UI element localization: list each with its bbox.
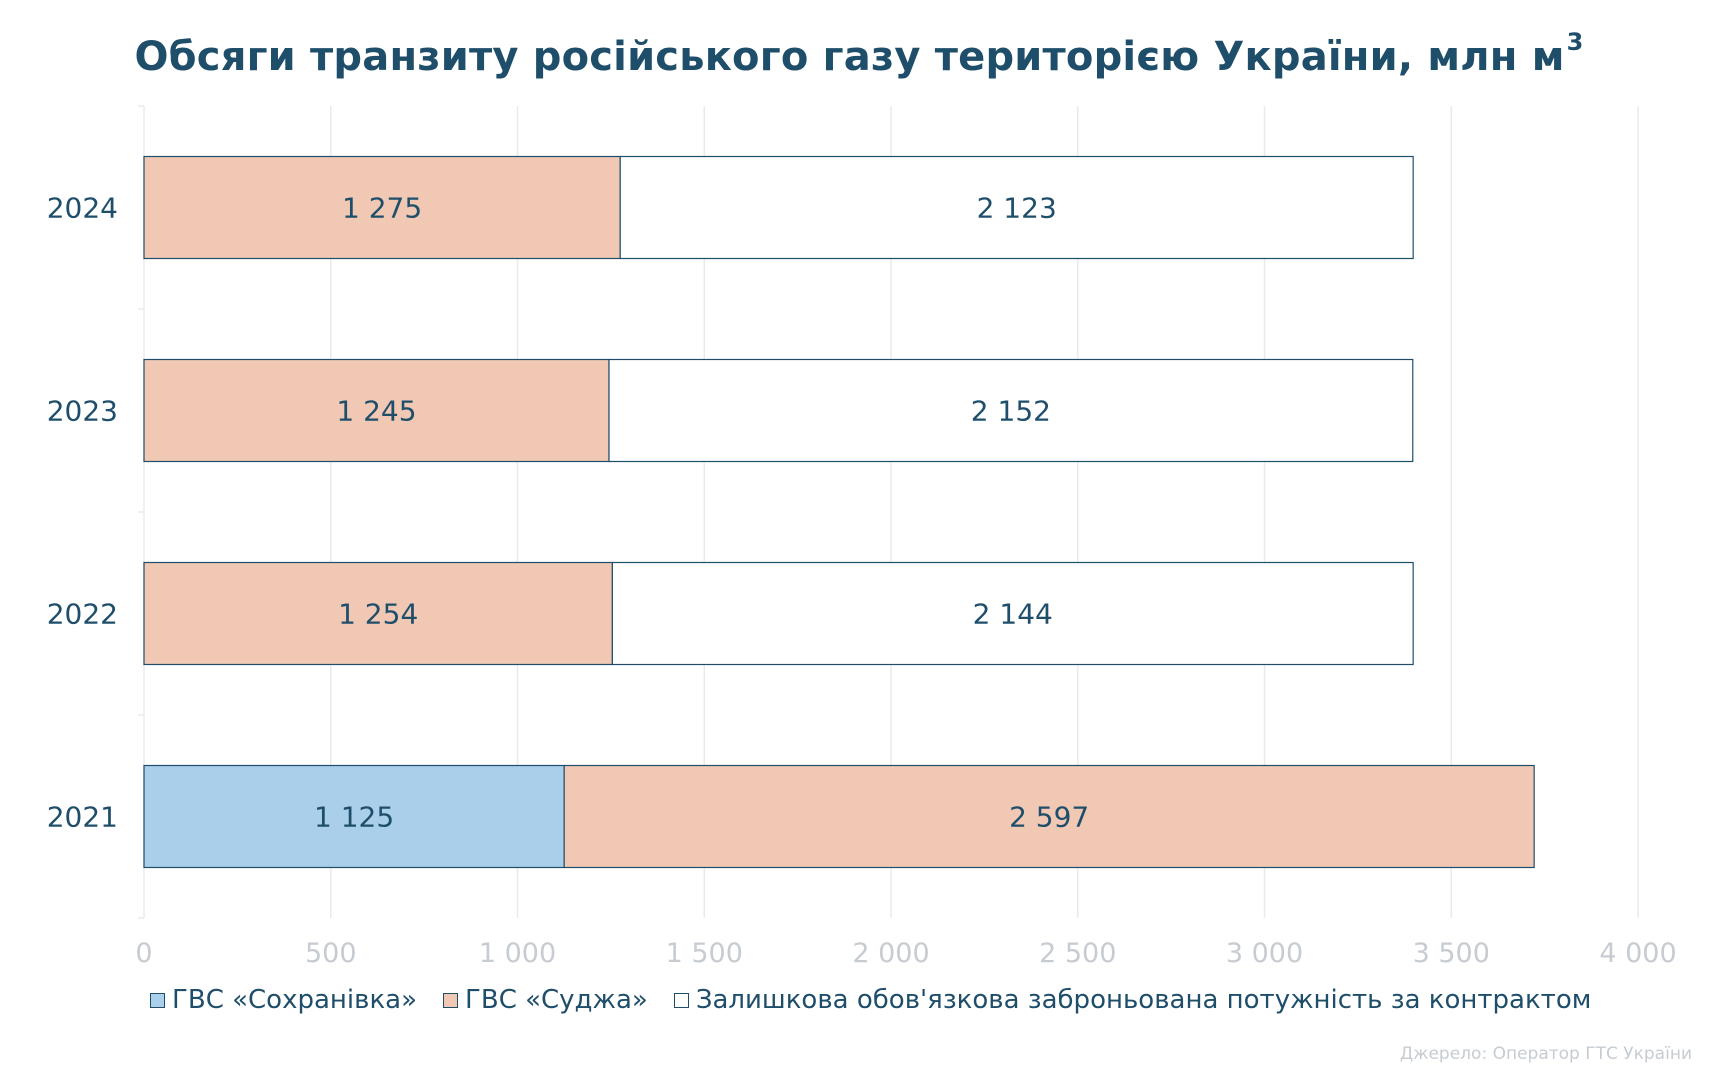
x-tick-label-0: 0: [135, 938, 152, 969]
y-category-label-2022: 2022: [47, 598, 118, 631]
bar-segment-2022-sudzha: [143, 561, 613, 666]
bar-segment-2023-reserved: [608, 358, 1414, 463]
x-tick-label-4000: 4 000: [1599, 938, 1676, 969]
bar-segment-2024-sudzha: [143, 155, 621, 260]
data-label-2023-reserved: 2 152: [971, 395, 1051, 428]
legend-item-reserved: Залишкова обов'язкова заброньована потуж…: [673, 985, 1592, 1015]
legend-swatch-sokhranivka: [150, 992, 165, 1008]
legend-swatch-reserved: [673, 992, 689, 1008]
data-label-2024-reserved: 2 123: [977, 192, 1057, 225]
y-category-label-2021: 2021: [47, 801, 118, 834]
bar-segment-2023-sudzha: [143, 358, 610, 463]
x-tick-label-3500: 3 500: [1413, 938, 1490, 969]
x-tick-label-1000: 1 000: [479, 938, 556, 969]
x-tick-label-500: 500: [305, 938, 357, 969]
y-category-label-2023: 2023: [47, 395, 118, 428]
bar-segment-2021-sokhranivka: [143, 764, 565, 869]
legend-label-sudzha: ГВС «Суджа»: [465, 985, 648, 1015]
data-label-2021-sokhranivka: 1 125: [314, 801, 394, 834]
legend: ГВС «Сохранівка» ГВС «Суджа» Залишкова о…: [150, 985, 1617, 1015]
bar-segment-2021-sudzha: [563, 764, 1535, 869]
x-tick-label-2000: 2 000: [852, 938, 929, 969]
x-tick-label-3000: 3 000: [1226, 938, 1303, 969]
chart-title-text: Обсяги транзиту російського газу територ…: [134, 34, 1565, 80]
legend-label-reserved: Залишкова обов'язкова заброньована потуж…: [695, 985, 1592, 1015]
data-label-2022-sudzha: 1 254: [338, 598, 418, 631]
legend-item-sudzha: ГВС «Суджа»: [443, 985, 648, 1015]
bar-segment-2024-reserved: [619, 155, 1414, 260]
data-label-2022-reserved: 2 144: [973, 598, 1053, 631]
data-label-2024-sudzha: 1 275: [342, 192, 422, 225]
chart-title-superscript: 3: [1566, 28, 1584, 56]
chart-title: Обсяги транзиту російського газу територ…: [0, 28, 1718, 80]
legend-item-sokhranivka: ГВС «Сохранівка»: [150, 985, 417, 1015]
x-tick-label-1500: 1 500: [666, 938, 743, 969]
legend-label-sokhranivka: ГВС «Сохранівка»: [172, 985, 417, 1015]
data-label-2023-sudzha: 1 245: [336, 395, 416, 428]
bar-segment-2022-reserved: [611, 561, 1414, 666]
y-category-label-2024: 2024: [47, 192, 118, 225]
data-label-2021-sudzha: 2 597: [1009, 801, 1089, 834]
x-tick-label-2500: 2 500: [1039, 938, 1116, 969]
legend-swatch-sudzha: [443, 992, 458, 1008]
source-note: Джерело: Оператор ГТС України: [1399, 1044, 1692, 1064]
